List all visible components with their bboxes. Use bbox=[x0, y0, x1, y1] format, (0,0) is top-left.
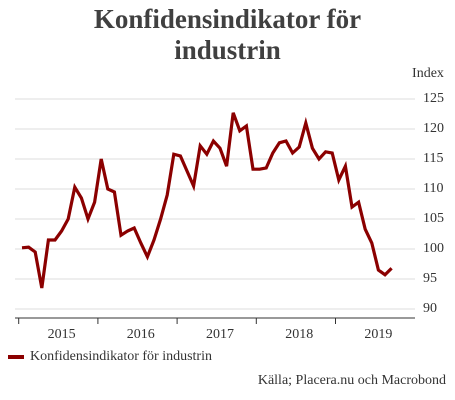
y-tick-label: 125 bbox=[423, 91, 444, 106]
legend-label: Konfidensindikator för industrin bbox=[30, 349, 212, 364]
chart-title: Konfidensindikator för industrin bbox=[93, 4, 362, 65]
x-tick-label: 2017 bbox=[206, 327, 234, 342]
x-tick-label: 2019 bbox=[364, 327, 392, 342]
y-tick-label: 100 bbox=[423, 241, 444, 256]
y-tick-label: 115 bbox=[423, 151, 443, 166]
source-note: Källa; Placera.nu och Macrobond bbox=[258, 373, 446, 388]
y-tick-label: 105 bbox=[423, 211, 444, 226]
y-axis-label: Index bbox=[412, 66, 444, 81]
y-tick-label: 110 bbox=[423, 181, 443, 196]
data-line bbox=[21, 112, 393, 289]
y-tick-label: 120 bbox=[423, 121, 444, 136]
x-tick-label: 2015 bbox=[48, 327, 76, 342]
y-tick-label: 90 bbox=[423, 301, 437, 316]
x-tick-label: 2018 bbox=[285, 327, 313, 342]
y-tick-label: 95 bbox=[423, 271, 437, 286]
x-tick-label: 2016 bbox=[127, 327, 155, 342]
